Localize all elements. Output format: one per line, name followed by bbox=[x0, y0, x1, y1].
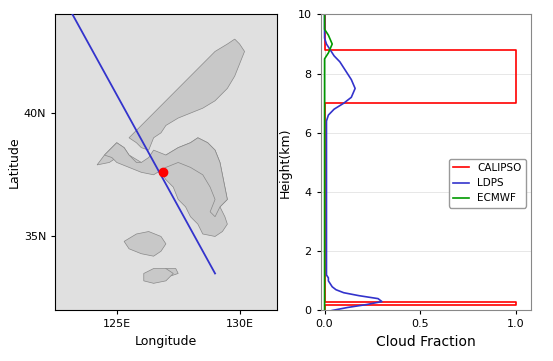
CALIPSO bbox=[321, 303, 328, 307]
Legend: CALIPSO, LDPS, ECMWF: CALIPSO, LDPS, ECMWF bbox=[449, 159, 526, 208]
CALIPSO bbox=[512, 48, 519, 52]
LDPS bbox=[333, 288, 340, 292]
LDPS bbox=[325, 113, 332, 117]
LDPS bbox=[321, 36, 328, 40]
LDPS bbox=[375, 296, 382, 301]
LDPS bbox=[344, 305, 351, 310]
Line: ECMWF: ECMWF bbox=[325, 14, 332, 310]
LDPS bbox=[344, 71, 351, 76]
Line: LDPS: LDPS bbox=[325, 14, 382, 310]
LDPS bbox=[323, 119, 330, 123]
LDPS bbox=[327, 282, 333, 286]
LDPS bbox=[356, 293, 362, 298]
Polygon shape bbox=[105, 138, 227, 217]
Polygon shape bbox=[97, 138, 227, 236]
LDPS bbox=[323, 273, 330, 277]
CALIPSO bbox=[321, 42, 328, 46]
LDPS bbox=[340, 66, 347, 70]
LDPS bbox=[331, 54, 337, 58]
Y-axis label: Latitude: Latitude bbox=[8, 136, 21, 188]
CALIPSO bbox=[321, 48, 328, 52]
LDPS bbox=[321, 12, 328, 17]
CALIPSO bbox=[512, 303, 519, 307]
Line: CALIPSO: CALIPSO bbox=[325, 14, 515, 310]
LDPS bbox=[363, 303, 370, 307]
Polygon shape bbox=[129, 39, 244, 150]
ECMWF bbox=[321, 308, 328, 313]
LDPS bbox=[329, 308, 336, 313]
ECMWF bbox=[329, 42, 336, 46]
ECMWF bbox=[321, 307, 328, 311]
LDPS bbox=[348, 77, 354, 82]
CALIPSO bbox=[321, 299, 328, 304]
Polygon shape bbox=[144, 269, 173, 283]
ECMWF bbox=[321, 57, 328, 61]
CALIPSO bbox=[512, 299, 519, 304]
LDPS bbox=[323, 270, 330, 274]
LDPS bbox=[337, 60, 343, 64]
LDPS bbox=[348, 95, 354, 100]
CALIPSO bbox=[321, 42, 328, 46]
LDPS bbox=[340, 291, 347, 295]
LDPS bbox=[323, 42, 330, 46]
ECMWF bbox=[321, 27, 328, 31]
X-axis label: Longitude: Longitude bbox=[135, 335, 197, 348]
X-axis label: Cloud Fraction: Cloud Fraction bbox=[376, 335, 476, 349]
LDPS bbox=[327, 48, 333, 52]
LDPS bbox=[340, 101, 347, 105]
Polygon shape bbox=[161, 269, 178, 276]
Y-axis label: Height(km): Height(km) bbox=[279, 127, 292, 198]
Polygon shape bbox=[124, 231, 166, 256]
LDPS bbox=[379, 299, 385, 304]
ECMWF bbox=[325, 33, 332, 37]
LDPS bbox=[325, 276, 332, 280]
LDPS bbox=[331, 107, 337, 111]
LDPS bbox=[325, 279, 332, 283]
ECMWF bbox=[325, 51, 332, 55]
LDPS bbox=[329, 284, 336, 289]
CALIPSO bbox=[321, 12, 328, 17]
LDPS bbox=[352, 86, 358, 91]
CALIPSO bbox=[512, 101, 519, 105]
CALIPSO bbox=[321, 308, 328, 313]
CALIPSO bbox=[321, 308, 328, 313]
ECMWF bbox=[321, 12, 328, 17]
CALIPSO bbox=[321, 101, 328, 105]
